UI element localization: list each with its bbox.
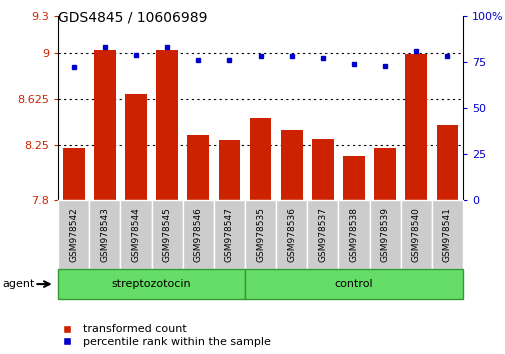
Text: agent: agent <box>3 279 35 289</box>
Text: GSM978546: GSM978546 <box>193 207 203 262</box>
Bar <box>342 156 364 200</box>
Bar <box>312 139 333 200</box>
Bar <box>374 148 395 200</box>
Bar <box>94 50 116 200</box>
Bar <box>280 130 302 200</box>
Bar <box>405 54 426 200</box>
Bar <box>244 200 276 269</box>
Text: GSM978545: GSM978545 <box>162 207 171 262</box>
Bar <box>400 200 431 269</box>
Bar <box>369 200 400 269</box>
Text: GSM978535: GSM978535 <box>256 207 265 262</box>
Text: GSM978537: GSM978537 <box>318 207 327 262</box>
Bar <box>338 200 369 269</box>
Bar <box>218 140 240 200</box>
Text: GSM978540: GSM978540 <box>411 207 420 262</box>
Text: GSM978543: GSM978543 <box>100 207 109 262</box>
Legend: transformed count, percentile rank within the sample: transformed count, percentile rank withi… <box>56 325 270 347</box>
Bar <box>120 200 152 269</box>
Text: GSM978539: GSM978539 <box>380 207 389 262</box>
Bar <box>431 200 462 269</box>
Text: GSM978538: GSM978538 <box>349 207 358 262</box>
Bar <box>152 200 182 269</box>
Bar <box>58 269 244 299</box>
Text: streptozotocin: streptozotocin <box>112 279 191 289</box>
Bar <box>436 125 458 200</box>
Bar <box>187 135 209 200</box>
Bar <box>156 50 178 200</box>
Text: control: control <box>334 279 373 289</box>
Bar <box>89 200 120 269</box>
Bar <box>58 200 89 269</box>
Bar <box>276 200 307 269</box>
Text: GDS4845 / 10606989: GDS4845 / 10606989 <box>58 11 207 25</box>
Bar <box>214 200 244 269</box>
Text: GSM978541: GSM978541 <box>442 207 451 262</box>
Bar <box>244 269 462 299</box>
Bar <box>182 200 214 269</box>
Bar <box>125 95 146 200</box>
Text: GSM978547: GSM978547 <box>225 207 233 262</box>
Bar <box>63 148 84 200</box>
Text: GSM978536: GSM978536 <box>287 207 295 262</box>
Bar <box>249 118 271 200</box>
Text: GSM978544: GSM978544 <box>131 207 140 262</box>
Text: GSM978542: GSM978542 <box>69 207 78 262</box>
Bar <box>307 200 338 269</box>
